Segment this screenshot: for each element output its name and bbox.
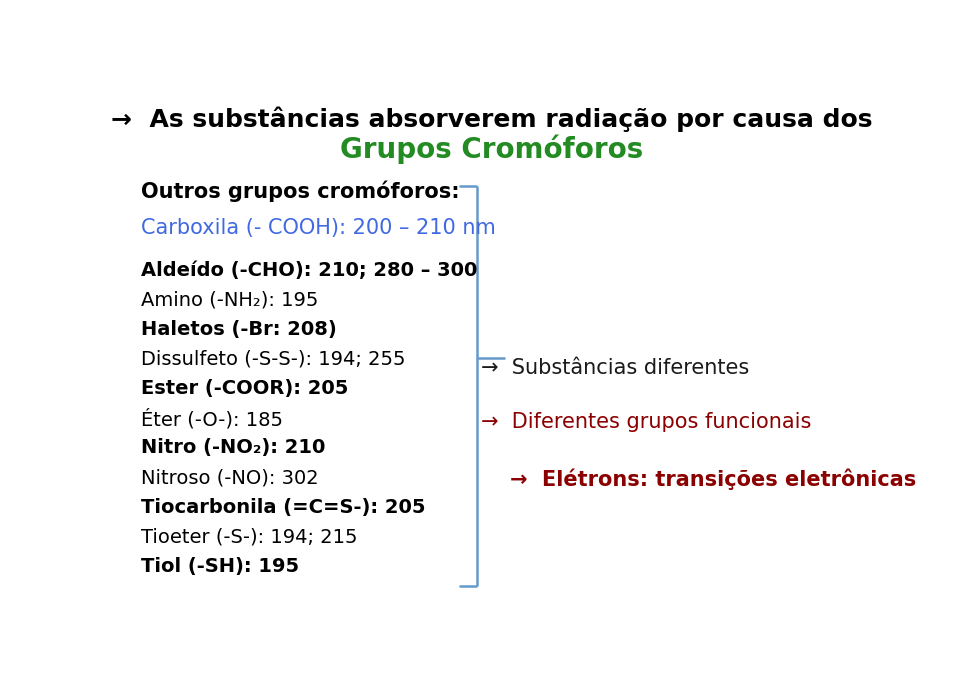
Text: Outros grupos cromóforos:: Outros grupos cromóforos: xyxy=(141,181,460,202)
Text: Éter (-O-): 185: Éter (-O-): 185 xyxy=(141,409,283,429)
Text: Ester (-COOR): 205: Ester (-COOR): 205 xyxy=(141,379,348,399)
Text: Nitroso (-NO): 302: Nitroso (-NO): 302 xyxy=(141,468,319,487)
Text: →  Elétrons: transições eletrônicas: → Elétrons: transições eletrônicas xyxy=(481,468,916,489)
Text: →  Substâncias diferentes: → Substâncias diferentes xyxy=(481,358,749,378)
Text: Dissulfeto (-S-S-): 194; 255: Dissulfeto (-S-S-): 194; 255 xyxy=(141,350,405,369)
Text: →  As substâncias absorverem radiação por causa dos: → As substâncias absorverem radiação por… xyxy=(111,106,873,132)
Text: Grupos Cromóforos: Grupos Cromóforos xyxy=(341,135,643,164)
Text: Tiol (-SH): 195: Tiol (-SH): 195 xyxy=(141,557,299,576)
Text: →  Diferentes grupos funcionais: → Diferentes grupos funcionais xyxy=(481,412,811,431)
Text: Carboxila (- COOH): 200 – 210 nm: Carboxila (- COOH): 200 – 210 nm xyxy=(141,218,495,238)
Text: Aldeído (-CHO): 210; 280 – 300: Aldeído (-CHO): 210; 280 – 300 xyxy=(141,261,477,280)
Text: Haletos (-Br: 208): Haletos (-Br: 208) xyxy=(141,320,337,339)
Text: Amino (-NH₂): 195: Amino (-NH₂): 195 xyxy=(141,290,318,310)
Text: Nitro (-NO₂): 210: Nitro (-NO₂): 210 xyxy=(141,438,325,457)
Text: Tiocarbonila (=C=S-): 205: Tiocarbonila (=C=S-): 205 xyxy=(141,498,425,517)
Text: Tioeter (-S-): 194; 215: Tioeter (-S-): 194; 215 xyxy=(141,527,357,546)
